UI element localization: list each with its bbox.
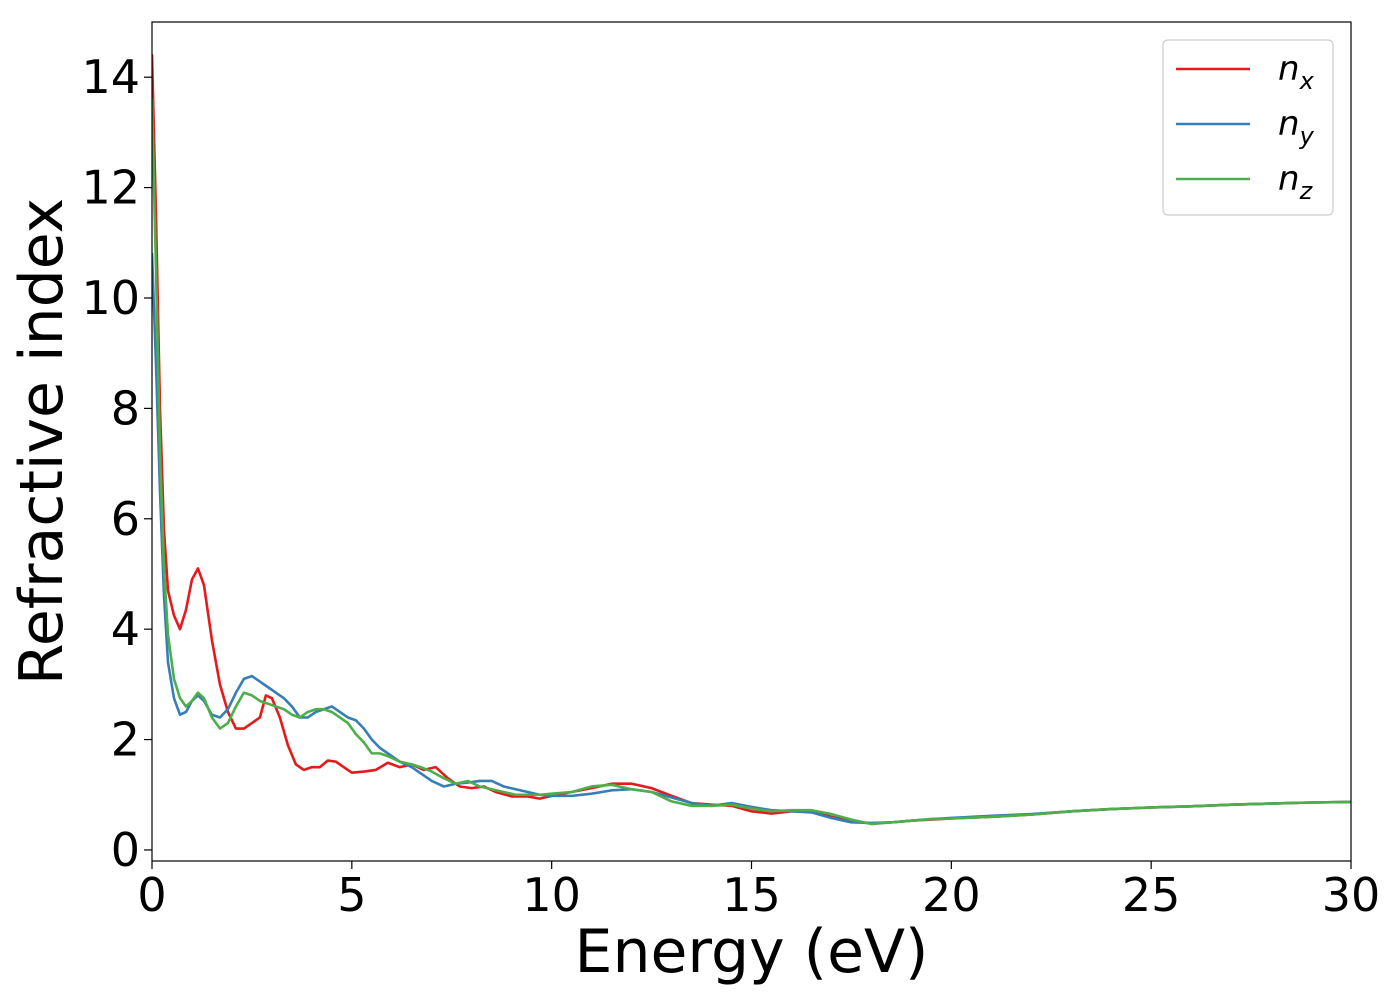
x-tick-label: 25 xyxy=(1122,868,1181,922)
legend-label-y: ny xyxy=(1278,104,1315,150)
legend-label-z: nz xyxy=(1278,159,1314,205)
y-tick-label: 4 xyxy=(111,602,140,656)
x-tick-label: 10 xyxy=(522,868,581,922)
legend: nx ny nz xyxy=(1162,39,1334,216)
legend-label-x: nx xyxy=(1278,49,1315,95)
y-tick-label: 12 xyxy=(81,161,140,215)
y-tick-label: 2 xyxy=(111,713,140,767)
x-axis-title: Energy (eV) xyxy=(575,917,929,987)
series-line-z xyxy=(152,97,1351,826)
y-tick-label: 0 xyxy=(111,823,140,877)
x-tick-label: 30 xyxy=(1322,868,1381,922)
x-tick-label: 20 xyxy=(922,868,981,922)
series-layer xyxy=(152,53,1351,826)
y-axis-title: Refractive index xyxy=(7,198,77,685)
x-tick-label: 15 xyxy=(722,868,781,922)
y-tick-label: 6 xyxy=(111,492,140,546)
y-tick-label: 14 xyxy=(81,50,140,104)
y-tick-label: 8 xyxy=(111,381,140,435)
y-axis: 0 2 4 6 8 10 12 14 xyxy=(81,50,152,877)
y-tick-label: 10 xyxy=(81,271,140,325)
x-axis: 0 5 10 15 20 25 30 xyxy=(137,861,1380,922)
legend-box xyxy=(1162,39,1334,216)
x-tick-label: 5 xyxy=(337,868,366,922)
x-tick-label: 0 xyxy=(137,868,166,922)
